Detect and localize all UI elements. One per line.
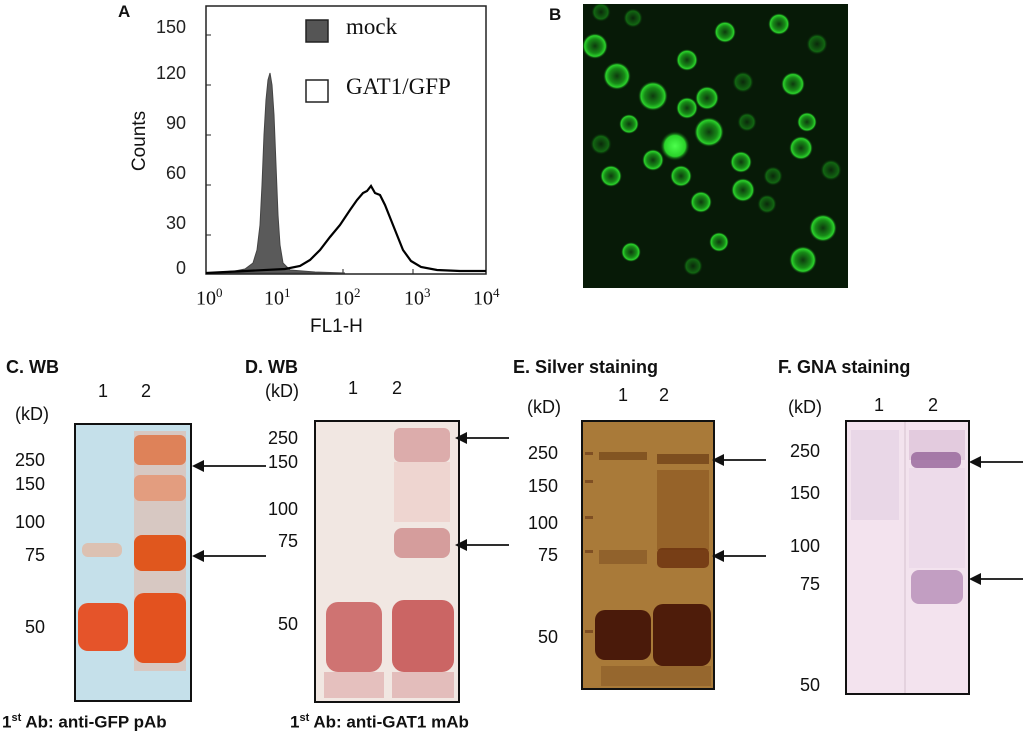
panel-c-kd: (kD)	[15, 404, 49, 424]
panel-a-label: A	[118, 2, 131, 21]
panel-c-marker-75: 75	[24, 545, 45, 565]
x-axis-label: FL1-H	[310, 316, 363, 337]
histogram-plot	[205, 5, 487, 275]
legend-gat1gfp-label: GAT1/GFP	[346, 74, 451, 99]
panel-f-kd: (kD)	[788, 397, 822, 417]
fluorescence-image	[583, 4, 848, 288]
panel-c-lane-2: 2	[141, 381, 152, 401]
panel-e-marker-100: 100	[527, 513, 558, 533]
panel-e-title: E. Silver staining	[513, 357, 659, 377]
y-tick-0: 0	[175, 258, 186, 278]
y-tick-30: 30	[165, 213, 186, 233]
panel-c-marker-100: 100	[14, 512, 45, 532]
panel-f-title: F. GNA staining	[778, 357, 911, 377]
panel-c-blot	[74, 423, 192, 702]
panel-d-marker-50: 50	[277, 614, 298, 634]
panel-e-arrows	[712, 454, 766, 562]
panel-c-antibody: 1st Ab: anti-GFP pAb	[2, 712, 167, 732]
panel-f-marker-75: 75	[799, 574, 820, 594]
panel-f-marker-250: 250	[789, 441, 820, 461]
panel-d-arrows	[455, 432, 509, 551]
panel-d-kd: (kD)	[265, 381, 299, 401]
legend-swatch-mock	[305, 19, 329, 43]
panel-c-title: C. WB	[6, 357, 59, 377]
panel-d-blot	[314, 420, 460, 703]
panel-d-marker-75: 75	[277, 531, 298, 551]
panel-c-marker-150: 150	[14, 474, 45, 494]
panel-f-arrows	[969, 456, 1023, 585]
panel-c-marker-50: 50	[24, 617, 45, 637]
panel-f-lane-2: 2	[928, 395, 939, 415]
x-tick-10-2: 102	[334, 285, 361, 310]
panel-c-arrows	[192, 460, 266, 562]
panel-e-marker-75: 75	[537, 545, 558, 565]
x-tick-10-4: 104	[473, 285, 500, 310]
panel-d-marker-250: 250	[267, 428, 298, 448]
x-tick-10-0: 100	[196, 285, 223, 310]
panel-c-lane-1: 1	[98, 381, 109, 401]
panel-e-lane-2: 2	[659, 385, 670, 405]
panel-e-gel	[581, 420, 715, 690]
y-tick-90: 90	[165, 113, 186, 133]
panel-c-marker-250: 250	[14, 450, 45, 470]
panel-d-title: D. WB	[245, 357, 298, 377]
panel-f-blot	[845, 420, 970, 695]
panel-d-lane-1: 1	[348, 378, 359, 398]
x-tick-10-3: 103	[404, 285, 431, 310]
panel-f-marker-50: 50	[799, 675, 820, 695]
legend-swatch-gat1gfp	[305, 79, 329, 103]
gat1-gfp-histogram	[205, 184, 486, 275]
panel-e-kd: (kD)	[527, 397, 561, 417]
panel-e-marker-250: 250	[527, 443, 558, 463]
panel-e-lane-1: 1	[618, 385, 629, 405]
legend-mock-label: mock	[346, 14, 398, 39]
panel-e-marker-50: 50	[537, 627, 558, 647]
y-tick-150: 150	[155, 17, 186, 37]
x-tick-10-1: 101	[264, 285, 291, 310]
y-tick-60: 60	[165, 163, 186, 183]
panel-e-marker-150: 150	[527, 476, 558, 496]
panel-f-lane-1: 1	[874, 395, 885, 415]
panel-d-marker-150: 150	[267, 452, 298, 472]
panel-d-antibody: 1st Ab: anti-GAT1 mAb	[290, 712, 469, 732]
panel-f-marker-150: 150	[789, 483, 820, 503]
y-tick-120: 120	[155, 63, 186, 83]
panel-b-label: B	[549, 5, 562, 24]
panel-d-marker-100: 100	[267, 499, 298, 519]
panel-d-lane-2: 2	[392, 378, 403, 398]
panel-f-marker-100: 100	[789, 536, 820, 556]
